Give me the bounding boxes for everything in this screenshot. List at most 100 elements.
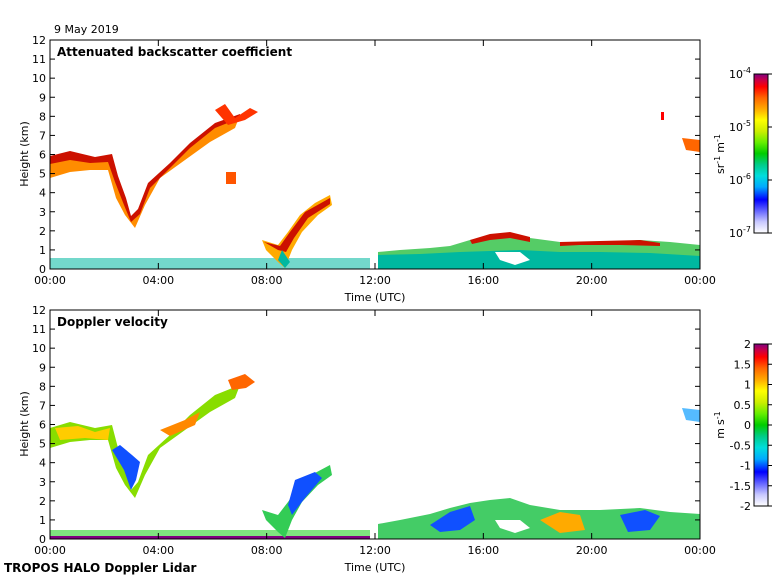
velocity-x-axis: 00:00 04:00 08:00 12:00 16:00 20:00 00:00 <box>34 310 716 557</box>
velocity-colorbar-tick-label: 1.5 <box>734 358 752 371</box>
velocity-y-tick-label: 8 <box>39 380 46 393</box>
boundary-layer-gap <box>495 252 530 265</box>
velocity-frame <box>49 309 701 540</box>
backscatter-title: Attenuated backscatter coefficient <box>57 45 292 59</box>
backscatter-colorbar-unit: sr-1m-1 <box>713 134 727 174</box>
afternoon-down-1 <box>430 506 475 532</box>
velocity-y-tick-label: 6 <box>39 419 46 432</box>
backscatter-data <box>50 104 700 269</box>
afternoon-up-1 <box>540 512 585 533</box>
backscatter-y-tick-label: 3 <box>39 206 46 219</box>
morning-updraft-2 <box>160 412 200 436</box>
backscatter-x-tick-label: 16:00 <box>467 274 499 287</box>
backscatter-colorbar-tick-label: 10-7 <box>729 225 751 240</box>
backscatter-y-tick-label: 4 <box>39 187 46 200</box>
velocity-colorbar-ticks: 2 1.5 1 0.5 0 -0.5 -1 -1.5 -2 <box>730 338 772 513</box>
backscatter-colorbar-ticks: 10-7 10-6 10-5 10-4 <box>729 66 772 240</box>
morning-layer-top <box>215 104 258 125</box>
morning-layer-core <box>50 114 240 222</box>
morning-layer <box>50 115 240 228</box>
evening-cloud <box>682 138 700 152</box>
backscatter-y-tick-label: 12 <box>32 34 46 47</box>
velocity-colorbar-tick-label: 1 <box>744 379 751 392</box>
velocity-x-label: Time (UTC) <box>344 561 406 574</box>
velocity-colorbar-tick-label: -0.5 <box>730 439 751 452</box>
backscatter-y-tick-label: 7 <box>39 129 46 142</box>
velocity-y-tick-label: 0 <box>39 533 46 546</box>
velocity-colorbar-tick-label: -2 <box>740 500 751 513</box>
evening-velocity-cloud <box>682 408 700 422</box>
late-velocity-down <box>288 472 322 515</box>
backscatter-panel: Attenuated backscatter coefficient 01234… <box>18 34 772 304</box>
backscatter-x-tick-label: 08:00 <box>251 274 283 287</box>
velocity-colorbar-tick-label: 0.5 <box>734 399 752 412</box>
evening-speck <box>661 112 664 120</box>
backscatter-y-tick-label: 11 <box>32 53 46 66</box>
backscatter-y-tick-label: 2 <box>39 225 46 238</box>
backscatter-y-tick-label: 8 <box>39 110 46 123</box>
velocity-y-tick-label: 3 <box>39 476 46 489</box>
backscatter-colorbar-tick-label: 10-5 <box>729 119 751 134</box>
velocity-y-tick-label: 11 <box>32 323 46 336</box>
backscatter-x-tick-label: 00:00 <box>684 274 716 287</box>
velocity-y-tick-label: 10 <box>32 342 46 355</box>
boundary-layer-top-evening <box>560 240 660 246</box>
backscatter-x-tick-label: 12:00 <box>359 274 391 287</box>
late-aerosol-core <box>264 198 330 252</box>
backscatter-y-tick-label: 1 <box>39 244 46 257</box>
backscatter-y-tick-label: 9 <box>39 91 46 104</box>
date-label: 9 May 2019 <box>54 23 119 36</box>
backscatter-x-axis: 00:00 04:00 08:00 12:00 16:00 20:00 00:00 <box>34 40 716 287</box>
boundary-layer-top <box>470 232 530 244</box>
velocity-x-tick-label: 20:00 <box>576 544 608 557</box>
velocity-y-tick-label: 7 <box>39 399 46 412</box>
velocity-x-tick-label: 12:00 <box>359 544 391 557</box>
velocity-y-label: Height (km) <box>18 391 31 457</box>
velocity-y-tick-label: 12 <box>32 304 46 317</box>
velocity-x-tick-label: 08:00 <box>251 544 283 557</box>
backscatter-x-tick-label: 00:00 <box>34 274 66 287</box>
velocity-data <box>50 374 700 539</box>
velocity-y-tick-label: 4 <box>39 457 46 470</box>
backscatter-x-label: Time (UTC) <box>344 291 406 304</box>
velocity-colorbar-tick-label: -1.5 <box>730 480 751 493</box>
backscatter-y-label: Height (km) <box>18 121 31 187</box>
velocity-y-tick-label: 1 <box>39 514 46 527</box>
near-ground-velocity <box>50 530 370 539</box>
backscatter-colorbar-tick-label: 10-4 <box>729 66 751 81</box>
velocity-title: Doppler velocity <box>57 315 168 329</box>
backscatter-y-tick-label: 6 <box>39 149 46 162</box>
velocity-colorbar-tick-label: -1 <box>740 460 751 473</box>
backscatter-frame <box>49 39 701 270</box>
velocity-x-tick-label: 04:00 <box>142 544 174 557</box>
backscatter-y-tick-label: 5 <box>39 168 46 181</box>
backscatter-colorbar <box>753 73 769 234</box>
morning-downdraft <box>112 445 140 490</box>
afternoon-down-2 <box>620 510 660 532</box>
footer-label: TROPOS HALO Doppler Lidar <box>4 561 197 575</box>
velocity-y-tick-label: 9 <box>39 361 46 374</box>
velocity-x-tick-label: 00:00 <box>34 544 66 557</box>
backscatter-colorbar-tick-label: 10-6 <box>729 172 751 187</box>
velocity-colorbar-tick-label: 0 <box>744 419 751 432</box>
boundary-layer-low <box>378 250 700 269</box>
backscatter-x-tick-label: 20:00 <box>576 274 608 287</box>
cloud-fragment <box>226 172 236 184</box>
velocity-colorbar <box>753 343 769 507</box>
ground-strip <box>50 536 370 539</box>
morning-top-velocity <box>228 374 255 390</box>
velocity-y-tick-label: 2 <box>39 495 46 508</box>
backscatter-y-tick-label: 10 <box>32 72 46 85</box>
velocity-gap <box>495 520 530 533</box>
velocity-y-tick-label: 5 <box>39 438 46 451</box>
morning-velocity-layer <box>50 385 240 498</box>
velocity-x-tick-label: 16:00 <box>467 544 499 557</box>
backscatter-x-tick-label: 04:00 <box>142 274 174 287</box>
morning-updraft <box>55 426 110 440</box>
backscatter-y-tick-label: 0 <box>39 263 46 276</box>
near-ground-aerosol <box>50 258 370 269</box>
